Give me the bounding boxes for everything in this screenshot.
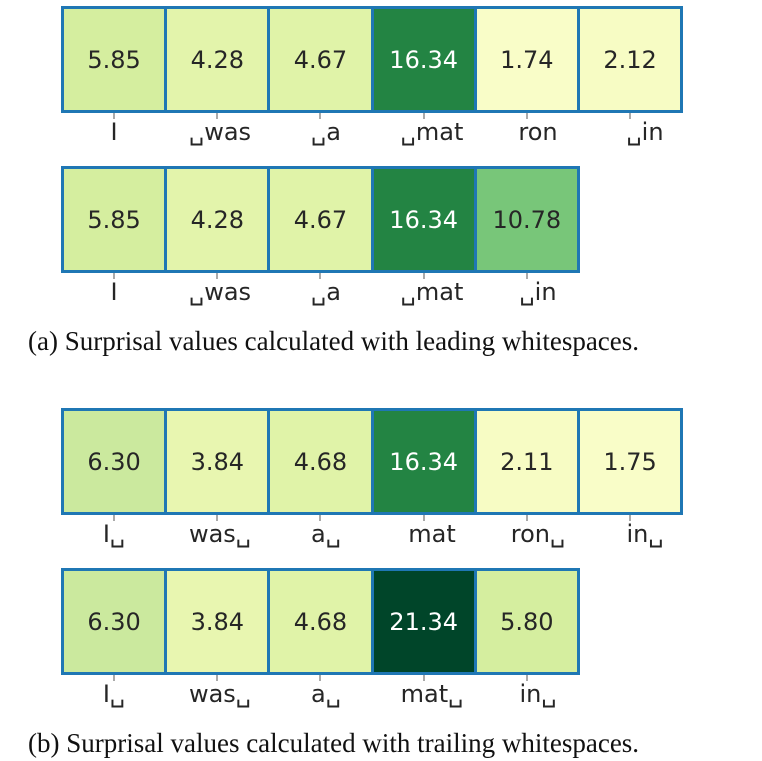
heatmap-cell: 6.30 [61,408,168,521]
token-label: ␣was [188,278,252,306]
cell-value: 10.78 [492,205,562,234]
heatmap-cell: 4.67 [267,6,374,119]
token-label: was␣ [188,680,252,708]
heatmap-cell: 1.74 [473,6,580,119]
tick-mark [629,113,631,119]
tick-mark [526,113,528,119]
cell-value: 5.80 [500,607,554,636]
cell-value: 3.84 [190,447,244,476]
tick-mark [319,113,321,119]
heatmap-cell: 21.34 [370,568,477,681]
cell-value: 2.12 [603,45,657,74]
token-label: ␣mat [400,118,464,146]
tick-mark [526,515,528,521]
cell-value: 2.11 [500,447,554,476]
token-label: ␣a [311,278,341,306]
cell-value: 4.28 [190,45,244,74]
token-label: ␣a [311,118,341,146]
cell-value: 6.30 [87,607,141,636]
heatmap-cell: 4.68 [267,568,374,681]
token-label: a␣ [311,680,341,708]
panel-a-row-1: 5.85 4.28 4.67 16.34 1.74 2.12 [61,6,684,119]
tick-mark [423,273,425,279]
token-label: a␣ [311,520,341,548]
heatmap-cell: 3.84 [164,408,271,521]
heatmap-cell: 16.34 [370,6,477,119]
token-label: was␣ [188,520,252,548]
tick-mark [216,515,218,521]
tick-mark [423,113,425,119]
tick-mark [113,273,115,279]
token-label: ron␣ [510,520,566,548]
cell-value: 4.68 [293,607,348,636]
token-label: ␣mat [400,278,464,306]
token-label: I␣ [102,520,126,548]
token-label: I [110,118,118,146]
tick-mark [423,515,425,521]
token-label: mat␣ [400,680,464,708]
tick-mark [113,675,115,681]
heatmap-cell: 2.12 [576,6,684,119]
cell-value: 5.85 [87,45,141,74]
tick-mark [113,515,115,521]
tick-mark [216,675,218,681]
heatmap-cell: 5.85 [61,6,168,119]
heatmap-cell: 16.34 [370,408,477,521]
cell-value: 4.67 [293,45,348,74]
cell-value: 1.75 [603,447,657,476]
token-label: mat [408,520,456,548]
tick-mark [319,675,321,681]
token-label: ␣in [519,278,557,306]
tick-mark [423,675,425,681]
tick-mark [319,273,321,279]
panel-a-row-2: 5.85 4.28 4.67 16.34 10.78 [61,166,580,279]
heatmap-cell: 1.75 [576,408,684,521]
cell-value: 16.34 [389,447,459,476]
caption-panel-a: (a) Surprisal values calculated with lea… [28,326,640,356]
token-label: ron [518,118,558,146]
cell-value: 16.34 [389,45,459,74]
cell-value: 4.28 [190,205,244,234]
panel-b-row-1: 6.30 3.84 4.68 16.34 2.11 1.75 [61,408,684,521]
tick-mark [216,273,218,279]
tick-mark [526,675,528,681]
heatmap-cell: 4.28 [164,6,271,119]
cell-value: 4.68 [293,447,348,476]
cell-value: 3.84 [190,607,244,636]
heatmap-cell: 5.80 [473,568,580,681]
token-label: I␣ [102,680,126,708]
token-label: I [110,278,118,306]
panel-b-row-2: 6.30 3.84 4.68 21.34 5.80 [61,568,580,681]
heatmap-cell: 3.84 [164,568,271,681]
cell-value: 16.34 [389,205,459,234]
heatmap-cell: 5.85 [61,166,168,279]
heatmap-cell: 4.67 [267,166,374,279]
token-label: ␣was [188,118,252,146]
heatmap-cell: 4.28 [164,166,271,279]
token-label: in␣ [626,520,664,548]
tick-mark [319,515,321,521]
heatmap-cell: 2.11 [473,408,580,521]
tick-mark [526,273,528,279]
tick-mark [113,113,115,119]
heatmap-cell: 16.34 [370,166,477,279]
heatmap-cell: 10.78 [473,166,580,279]
cell-value: 1.74 [500,45,554,74]
token-label: in␣ [519,680,557,708]
heatmap-cell: 6.30 [61,568,168,681]
heatmap-cell: 4.68 [267,408,374,521]
caption-panel-b: (b) Surprisal values calculated with tra… [28,728,640,758]
cell-value: 5.85 [87,205,141,234]
tick-mark [216,113,218,119]
cell-value: 4.67 [293,205,348,234]
token-label: ␣in [626,118,664,146]
cell-value: 21.34 [389,607,459,636]
tick-mark [629,515,631,521]
cell-value: 6.30 [87,447,141,476]
